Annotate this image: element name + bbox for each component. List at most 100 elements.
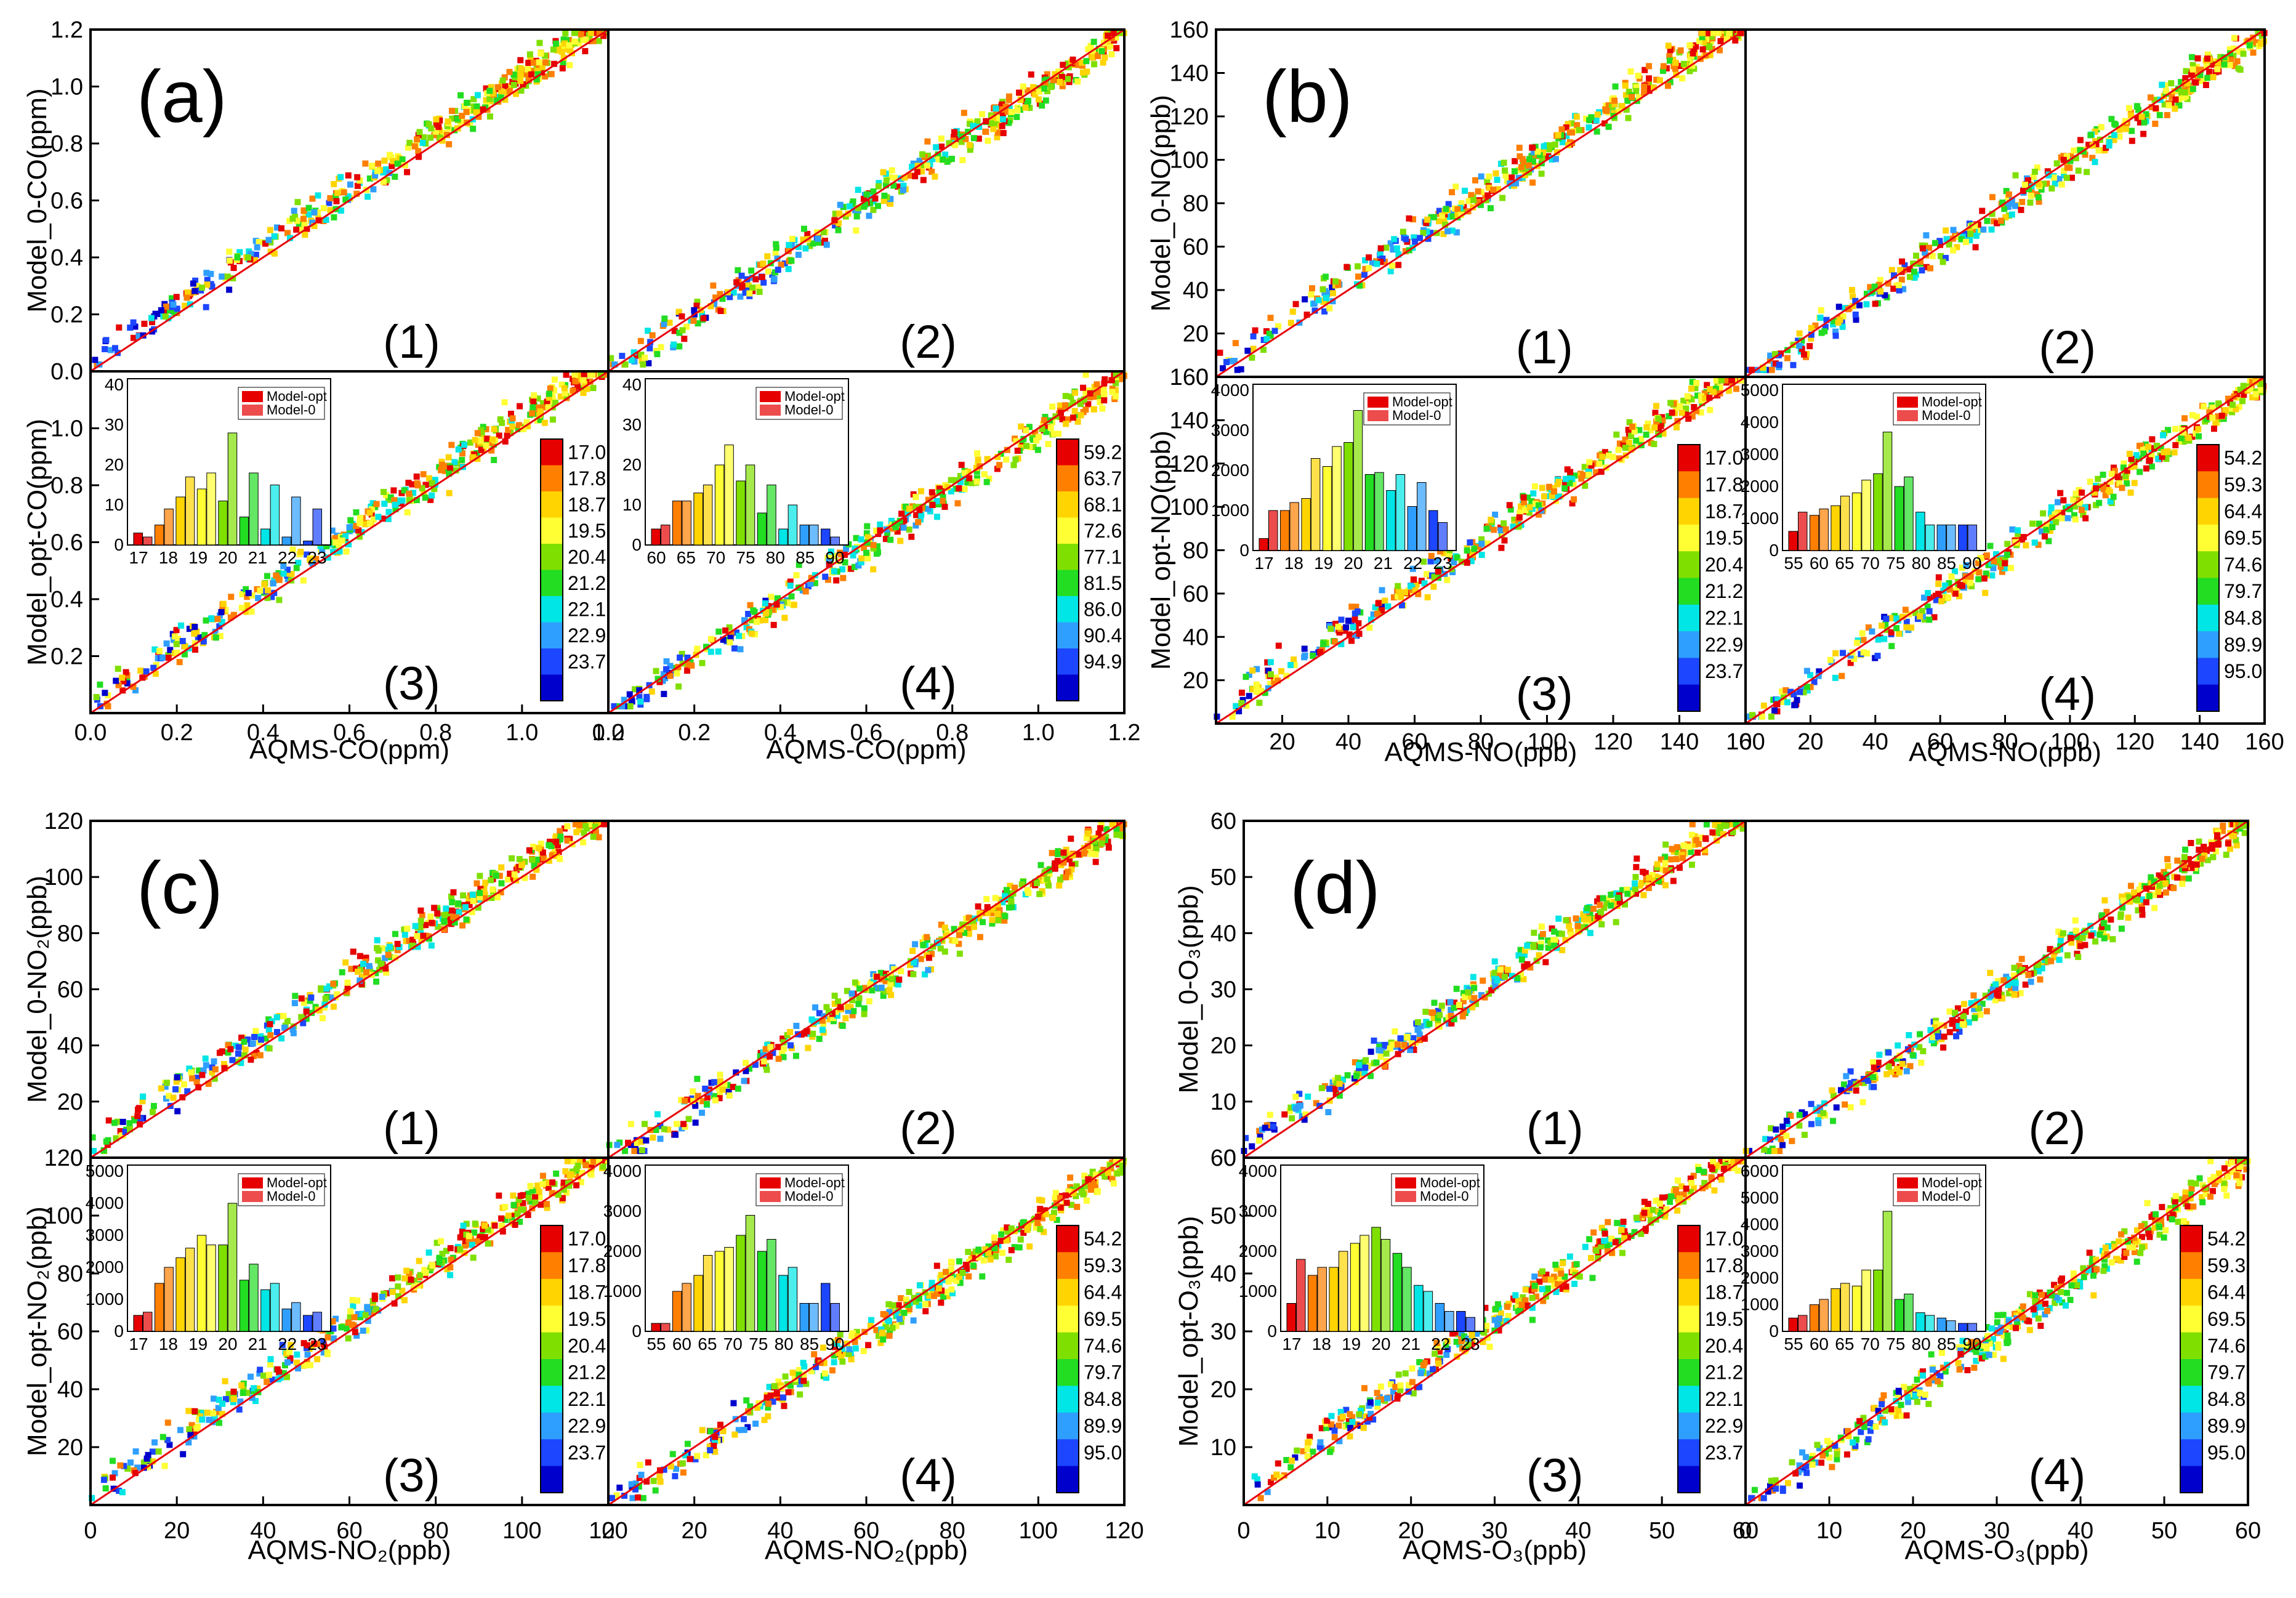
scatter-point	[1768, 713, 1774, 720]
scatter-point	[1465, 198, 1472, 204]
inset-y-tick-label: 1000	[1741, 509, 1779, 528]
scatter-point	[1484, 179, 1491, 185]
scatter-point	[956, 485, 962, 491]
scatter-point	[690, 317, 697, 324]
scatter-point	[1101, 391, 1108, 398]
scatter-point	[853, 227, 860, 234]
scatter-point	[587, 371, 594, 378]
scatter-point	[919, 168, 925, 175]
scatter-point	[315, 209, 321, 216]
scatter-point	[1454, 554, 1460, 561]
scatter-point	[2018, 206, 2024, 213]
scatter-point	[984, 904, 991, 911]
scatter-point	[432, 128, 439, 135]
scatter-point	[431, 132, 438, 139]
scatter-point	[629, 698, 635, 705]
scatter-point	[830, 1015, 837, 1022]
scatter-point	[1006, 105, 1013, 111]
y-tick-label: 20	[1183, 321, 1209, 347]
scatter-point	[1989, 194, 1996, 201]
inset-bar-model-opt	[736, 480, 746, 546]
inset-bar-model-opt	[1407, 506, 1417, 551]
scatter-point	[1412, 587, 1419, 594]
scatter-point	[294, 217, 300, 224]
scatter-point	[580, 390, 587, 397]
scatter-point	[1365, 265, 1372, 272]
scatter-point	[446, 490, 453, 496]
scatter-point	[2120, 464, 2127, 471]
scatter-point	[166, 1092, 172, 1099]
scatter-point	[414, 482, 421, 489]
scatter-point	[1625, 89, 1632, 95]
scatter-point	[778, 261, 784, 268]
scatter-point	[943, 932, 949, 939]
scatter-point	[1090, 393, 1097, 400]
legend-swatch-model-0	[242, 405, 263, 416]
inset-bar-model-0	[1798, 512, 1808, 551]
scatter-point	[1310, 652, 1316, 659]
scatter-point	[1677, 47, 1684, 54]
scatter-point	[1003, 456, 1010, 463]
scatter-point	[845, 1007, 852, 1014]
scatter-point	[239, 591, 246, 597]
scatter-point	[1458, 200, 1465, 207]
scatter-point	[910, 971, 917, 978]
scatter-point	[523, 83, 530, 89]
scatter-point	[787, 578, 794, 585]
scatter-point	[976, 123, 983, 130]
scatter-point	[1517, 153, 1523, 159]
scatter-point	[1424, 228, 1430, 235]
scatter-point	[534, 395, 541, 402]
scatter-point	[1566, 480, 1573, 486]
scatter-point	[553, 1170, 560, 1177]
colorbar-segment	[541, 465, 563, 492]
scatter-point	[1897, 267, 1904, 273]
inset-bar-model-opt	[1894, 486, 1904, 551]
scatter-point	[336, 548, 343, 555]
scatter-point	[549, 852, 555, 859]
scatter-point	[858, 536, 864, 543]
scatter-point	[2137, 119, 2143, 126]
scatter-point	[704, 1094, 711, 1101]
scatter-point	[518, 65, 525, 72]
scatter-point	[1411, 234, 1417, 241]
scatter-point	[1119, 376, 1126, 382]
scatter-point	[1250, 345, 1257, 352]
scatter-point	[2070, 496, 2077, 503]
scatter-point	[345, 193, 352, 200]
scatter-point	[780, 1054, 787, 1060]
scatter-point	[498, 864, 505, 871]
scatter-point	[530, 404, 536, 411]
scatter-point	[420, 932, 427, 939]
scatter-point	[1094, 381, 1100, 388]
scatter-point	[708, 636, 715, 642]
scatter-point	[232, 1043, 239, 1049]
scatter-point	[1760, 702, 1767, 709]
scatter-point	[1074, 418, 1081, 425]
scatter-point	[1444, 228, 1451, 235]
scatter-point	[973, 478, 980, 485]
scatter-point	[672, 1131, 679, 1138]
scatter-point	[408, 1277, 414, 1283]
scatter-point	[427, 134, 434, 141]
scatter-point	[860, 196, 867, 203]
scatter-point	[1683, 405, 1690, 412]
scatter-point	[150, 664, 157, 671]
scatter-point	[1104, 36, 1111, 43]
scatter-point	[1890, 285, 1897, 292]
scatter-point	[1987, 543, 1994, 549]
scatter-point	[409, 937, 416, 943]
scatter-point	[862, 985, 869, 991]
scatter-point	[2050, 174, 2057, 181]
colorbar-tick-label: 23.7	[568, 650, 606, 672]
colorbar-segment	[541, 648, 563, 676]
panel-letter: (b)	[1262, 55, 1353, 138]
scatter-point	[266, 1371, 273, 1378]
scatter-point	[446, 465, 453, 472]
scatter-point	[1717, 384, 1723, 390]
scatter-point	[762, 600, 768, 607]
scatter-point	[1415, 591, 1422, 597]
scatter-point	[1069, 56, 1076, 63]
scatter-point	[587, 30, 594, 36]
scatter-point	[342, 959, 349, 966]
